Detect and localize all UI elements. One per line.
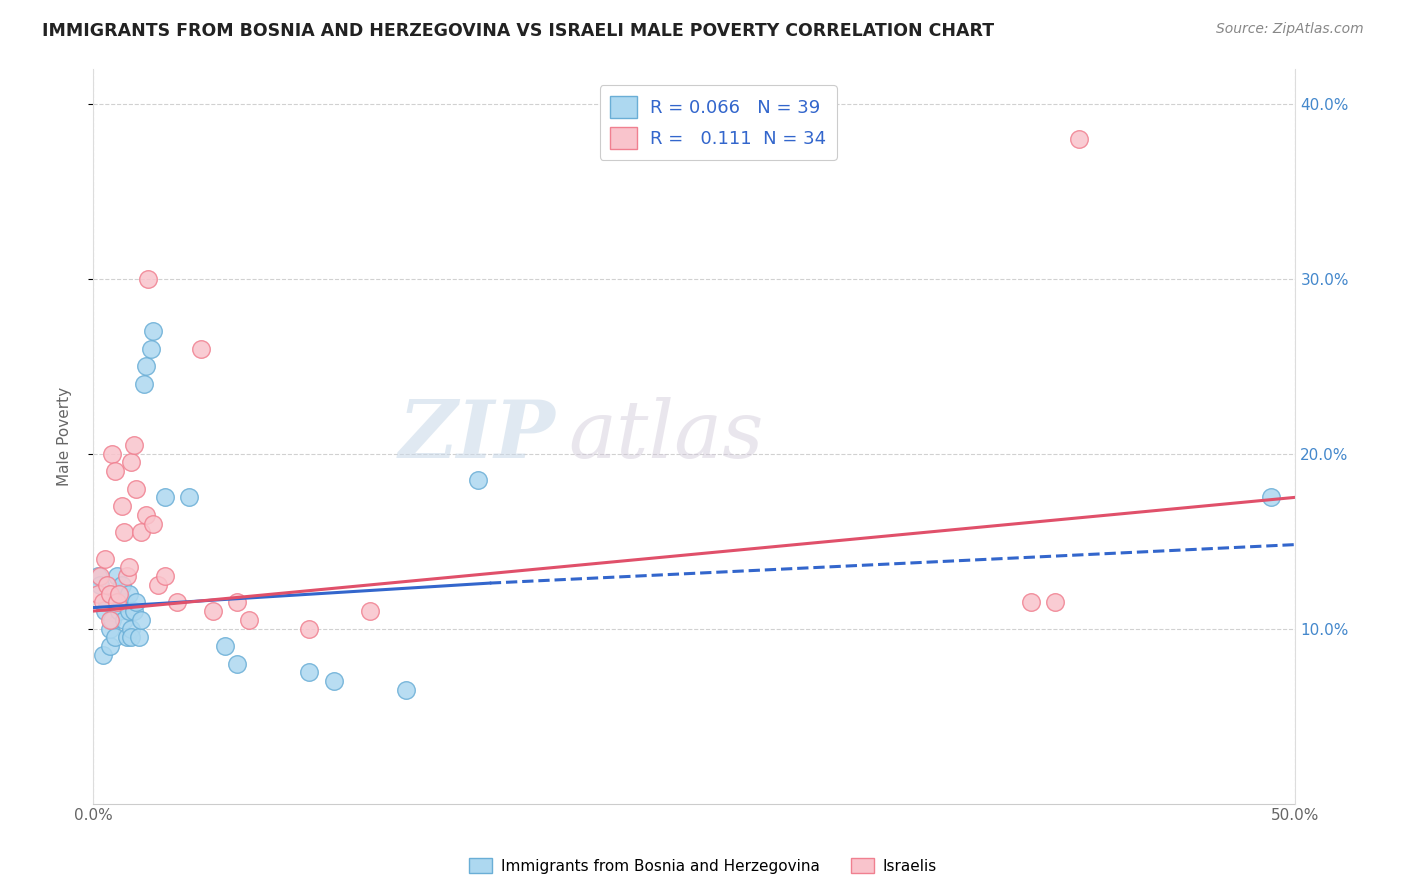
Point: [135, 508, 157, 522]
Point: [94, 551, 117, 566]
Point: [108, 586, 131, 600]
Point: [1260, 491, 1282, 505]
Text: ZIP: ZIP: [399, 397, 555, 475]
Point: [129, 525, 152, 540]
Point: [238, 613, 260, 627]
Point: [87, 569, 110, 583]
Point: [128, 631, 150, 645]
Point: [146, 578, 169, 592]
Point: [94, 604, 117, 618]
Point: [166, 595, 188, 609]
Point: [142, 516, 165, 531]
Point: [87, 586, 110, 600]
Point: [112, 613, 135, 627]
Point: [115, 569, 138, 583]
Point: [1043, 595, 1066, 609]
Point: [118, 604, 141, 618]
Point: [1067, 131, 1090, 145]
Text: IMMIGRANTS FROM BOSNIA AND HERZEGOVINA VS ISRAELI MALE POVERTY CORRELATION CHART: IMMIGRANTS FROM BOSNIA AND HERZEGOVINA V…: [42, 22, 994, 40]
Legend: R = 0.066   N = 39, R =   0.111  N = 34: R = 0.066 N = 39, R = 0.111 N = 34: [599, 85, 837, 160]
Point: [111, 578, 134, 592]
Point: [322, 674, 344, 689]
Point: [91, 595, 114, 609]
Point: [179, 491, 201, 505]
Point: [214, 639, 236, 653]
Point: [142, 324, 165, 338]
Point: [96, 578, 118, 592]
Text: atlas: atlas: [568, 397, 763, 475]
Point: [98, 613, 121, 627]
Point: [105, 595, 128, 609]
Point: [136, 271, 159, 285]
Point: [132, 376, 155, 391]
Point: [202, 604, 225, 618]
Point: [153, 569, 176, 583]
Point: [395, 682, 418, 697]
Text: Source: ZipAtlas.com: Source: ZipAtlas.com: [1216, 22, 1364, 37]
Point: [98, 586, 121, 600]
Point: [112, 595, 135, 609]
Point: [467, 473, 489, 487]
Point: [359, 604, 381, 618]
Point: [91, 648, 114, 662]
Point: [135, 359, 157, 373]
Point: [98, 639, 121, 653]
Point: [89, 578, 111, 592]
Point: [104, 464, 127, 478]
Point: [125, 482, 148, 496]
Point: [121, 631, 143, 645]
Point: [122, 604, 145, 618]
Point: [298, 622, 321, 636]
Point: [122, 438, 145, 452]
Point: [104, 631, 127, 645]
Point: [226, 595, 249, 609]
Point: [125, 595, 148, 609]
Point: [1019, 595, 1042, 609]
Point: [101, 613, 124, 627]
Point: [139, 342, 162, 356]
Point: [226, 657, 249, 671]
Legend: Immigrants from Bosnia and Herzegovina, Israelis: Immigrants from Bosnia and Herzegovina, …: [463, 852, 943, 880]
Point: [111, 595, 134, 609]
Point: [115, 631, 138, 645]
Point: [108, 586, 131, 600]
Point: [129, 613, 152, 627]
Point: [118, 586, 141, 600]
Point: [89, 569, 111, 583]
Point: [96, 595, 118, 609]
Point: [121, 455, 143, 469]
Point: [101, 446, 124, 460]
Point: [108, 604, 131, 618]
Point: [153, 491, 176, 505]
Point: [105, 595, 128, 609]
Point: [111, 499, 134, 513]
Point: [121, 622, 143, 636]
Point: [98, 622, 121, 636]
Point: [190, 342, 212, 356]
Point: [105, 569, 128, 583]
Y-axis label: Male Poverty: Male Poverty: [58, 386, 72, 485]
Point: [298, 665, 321, 680]
Point: [112, 525, 135, 540]
Point: [118, 560, 141, 574]
